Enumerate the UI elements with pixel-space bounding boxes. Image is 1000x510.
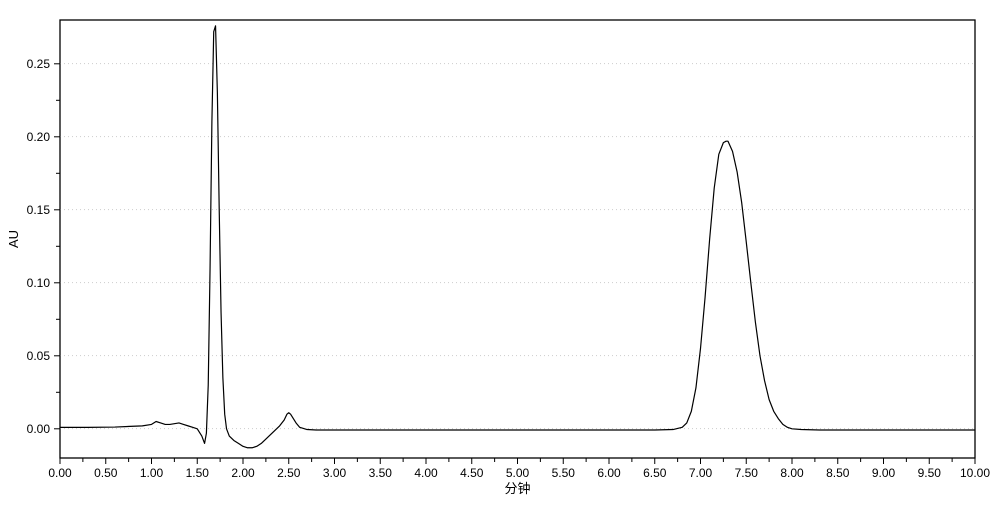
xtick-label: 7.00 — [689, 466, 713, 480]
xtick-label: 8.50 — [826, 466, 850, 480]
xtick-label: 7.50 — [735, 466, 759, 480]
xtick-label: 4.50 — [460, 466, 484, 480]
xtick-label: 6.00 — [597, 466, 621, 480]
xtick-label: 5.00 — [506, 466, 530, 480]
y-axis-label: AU — [6, 230, 21, 248]
ytick-label: 0.20 — [27, 130, 51, 144]
plot-border — [60, 20, 975, 458]
ytick-label: 0.00 — [27, 422, 51, 436]
chart-svg: 0.00 0.05 0.10 0.15 0.20 0.25 0.00 0.50 1.00 1.50… — [0, 0, 1000, 510]
xtick-label: 1.00 — [140, 466, 164, 480]
ytick-label: 0.05 — [27, 349, 51, 363]
xtick-label: 5.50 — [552, 466, 576, 480]
xtick-label: 9.00 — [872, 466, 896, 480]
xtick-label: 3.50 — [369, 466, 393, 480]
xtick-label: 6.50 — [643, 466, 667, 480]
xtick-label: 9.50 — [918, 466, 942, 480]
xtick-label: 8.00 — [780, 466, 804, 480]
ytick-label: 0.10 — [27, 276, 51, 290]
chromatogram-chart: 0.00 0.05 0.10 0.15 0.20 0.25 0.00 0.50 1.00 1.50… — [0, 0, 1000, 510]
xtick-label: 2.50 — [277, 466, 301, 480]
xtick-label: 10.00 — [960, 466, 990, 480]
xtick-label: 0.00 — [48, 466, 72, 480]
xtick-label: 3.00 — [323, 466, 347, 480]
x-axis-label: 分钟 — [504, 481, 530, 496]
ytick-label: 0.25 — [27, 57, 51, 71]
xtick-label: 1.50 — [186, 466, 210, 480]
xtick-label: 4.00 — [414, 466, 438, 480]
ytick-label: 0.15 — [27, 203, 51, 217]
xtick-label: 2.00 — [231, 466, 255, 480]
xtick-label: 0.50 — [94, 466, 118, 480]
